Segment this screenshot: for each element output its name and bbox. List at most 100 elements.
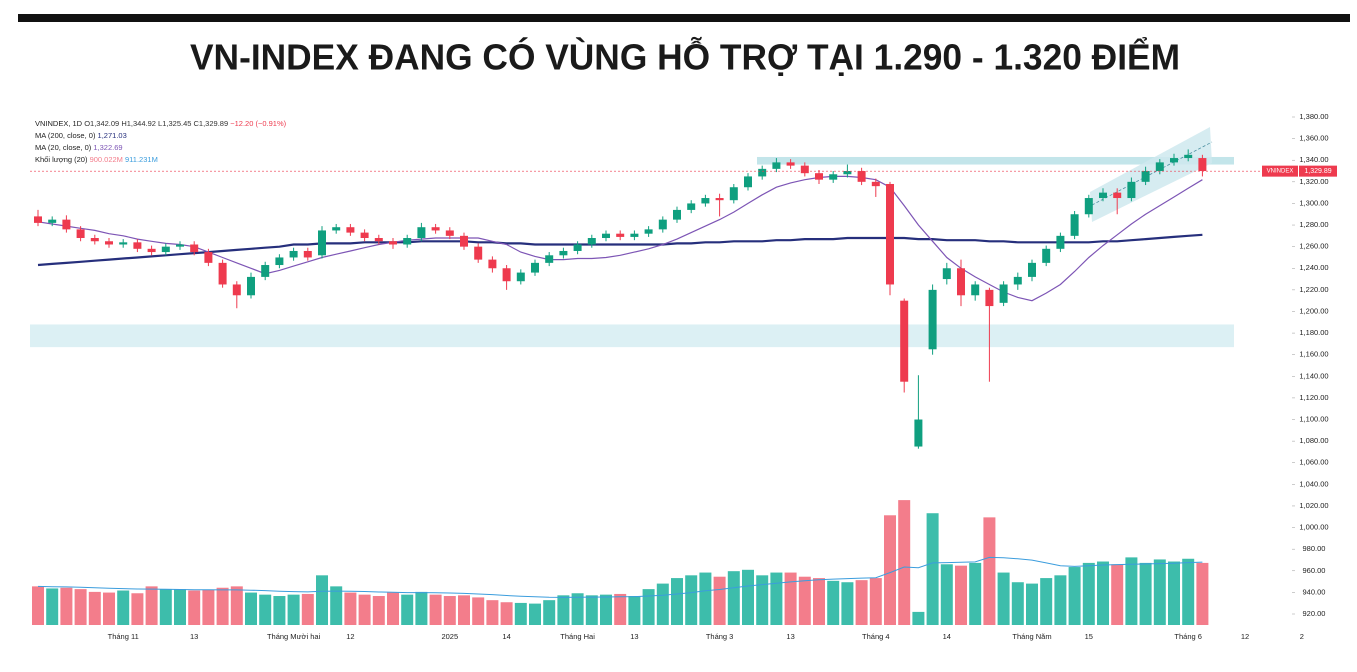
- y-tick-label: 980.00: [1303, 544, 1326, 553]
- candle-body: [147, 248, 156, 253]
- candle-body: [772, 162, 781, 169]
- candle-body: [374, 238, 383, 242]
- volume-bar: [656, 583, 669, 625]
- volume-bar: [1168, 561, 1180, 625]
- volume-bar: [628, 596, 641, 625]
- candle-body: [247, 276, 255, 296]
- candle-body: [1056, 235, 1065, 249]
- candle-body: [133, 242, 142, 249]
- top-rule: [18, 14, 1350, 22]
- candle-body: [431, 227, 440, 231]
- volume-bar: [174, 589, 186, 625]
- price-zone: [757, 156, 1234, 165]
- volume-bar: [784, 572, 797, 625]
- volume-bar: [614, 593, 627, 625]
- candle-body: [531, 262, 539, 273]
- legend-value: 900.022M: [90, 155, 123, 164]
- legend-value: 911.231M: [125, 155, 158, 164]
- candle-body: [1141, 171, 1150, 182]
- volume-bar: [287, 594, 300, 625]
- candle-body: [403, 238, 412, 245]
- candle-body: [815, 173, 823, 180]
- volume-bar: [727, 571, 740, 625]
- volume-bar: [742, 569, 754, 625]
- volume-bar: [358, 594, 371, 625]
- x-tick-label: Tháng 4: [862, 632, 890, 641]
- volume-bar: [131, 593, 144, 625]
- candle-body: [445, 230, 454, 236]
- candle-body: [687, 203, 696, 210]
- volume-bar: [500, 602, 513, 625]
- volume-bar: [188, 590, 201, 625]
- candle-body: [644, 229, 653, 234]
- volume-bar: [1011, 582, 1024, 625]
- legend-name: Khối lượng (20): [35, 155, 88, 164]
- y-tick-label: 1,200.00: [1299, 306, 1328, 315]
- price-zone: [30, 324, 1234, 348]
- x-tick-label: 2: [1300, 632, 1304, 641]
- candle-body: [545, 255, 554, 263]
- volume-bar: [216, 587, 229, 625]
- candle-body: [360, 232, 369, 239]
- volume-bar: [230, 586, 243, 625]
- y-tick-label: 1,060.00: [1299, 458, 1328, 467]
- legend-line: MA (200, close, 0) 1,271.03: [35, 131, 127, 140]
- candle-body: [1113, 192, 1122, 199]
- x-tick-label: Tháng 6: [1174, 632, 1202, 641]
- y-tick-label: 1,320.00: [1299, 177, 1328, 186]
- x-tick-label: Tháng Mười hai: [267, 632, 321, 641]
- volume-bar: [997, 572, 1010, 625]
- candle-body: [587, 238, 596, 245]
- candle-body: [829, 174, 838, 180]
- channel-midline: [1091, 141, 1213, 206]
- candle-body: [1028, 262, 1036, 277]
- candle-body: [90, 238, 99, 242]
- candle-body: [488, 259, 497, 269]
- candle-body: [786, 162, 795, 166]
- volume-bar: [103, 592, 115, 625]
- price-tag-box: [1299, 165, 1337, 177]
- volume-bar: [401, 594, 414, 625]
- candle-body: [914, 419, 923, 447]
- candle-body: [232, 284, 241, 296]
- volume-bar: [798, 576, 811, 625]
- candle-body: [1127, 181, 1136, 199]
- x-tick-label: Tháng 3: [706, 632, 734, 641]
- legend-line: VNINDEX, 1D O1,342.09 H1,344.92 L1,325.4…: [35, 119, 287, 128]
- candle-body: [119, 242, 128, 245]
- candle-body: [900, 300, 909, 382]
- candle-body: [1042, 248, 1051, 263]
- candle-body: [502, 268, 511, 282]
- candle-body: [971, 284, 980, 296]
- candle-body: [758, 168, 767, 177]
- volume-bar: [245, 592, 257, 625]
- y-tick-label: 940.00: [1303, 587, 1326, 596]
- volume-bar: [940, 564, 953, 625]
- candle-body: [289, 250, 298, 258]
- candle-body: [871, 181, 880, 187]
- volume-bar: [1068, 567, 1081, 625]
- x-tick-label: 13: [190, 632, 198, 641]
- volume-bar: [472, 597, 485, 625]
- y-tick-label: 1,260.00: [1299, 242, 1328, 251]
- volume-bar: [926, 513, 939, 625]
- candle-body: [218, 262, 227, 285]
- legend-ohlc: L1,325.45: [158, 119, 191, 128]
- y-tick-label: 1,240.00: [1299, 263, 1328, 272]
- candle-body: [275, 257, 284, 266]
- candle-body: [318, 230, 326, 256]
- candle-body: [204, 252, 213, 263]
- candle-body: [105, 241, 113, 245]
- candle-body: [928, 289, 937, 350]
- legend-line: MA (20, close, 0) 1,322.69: [35, 143, 123, 152]
- volume-bar: [571, 593, 584, 625]
- ma-line: [37, 175, 1203, 302]
- volume-bar: [387, 592, 399, 625]
- volume-bar: [713, 576, 726, 625]
- candle-body: [857, 171, 866, 182]
- candle-body: [190, 244, 199, 253]
- y-tick-label: 920.00: [1303, 609, 1326, 618]
- y-tick-label: 1,000.00: [1299, 523, 1328, 532]
- y-tick-label: 1,120.00: [1299, 393, 1328, 402]
- volume-bar: [316, 575, 328, 625]
